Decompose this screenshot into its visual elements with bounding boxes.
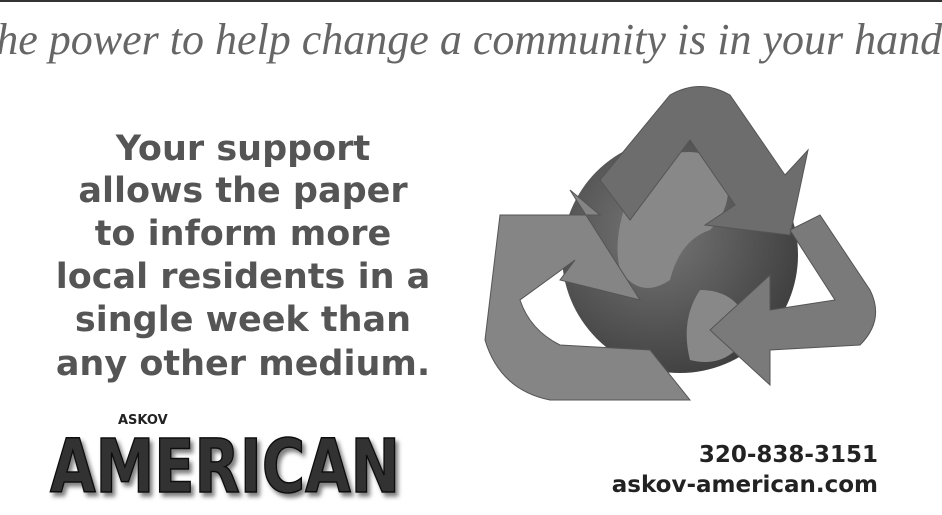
body-line: allows the paper [78,171,408,211]
body-line: Your support [115,129,370,169]
body-line: single week than [75,300,411,340]
arrow [599,86,809,236]
body-line: to inform more [95,214,392,254]
arrow [484,189,692,401]
headline: The power to help change a community is … [0,15,942,64]
website: askov-american.com [612,472,878,498]
logo-name: AMERICAN [50,424,400,510]
body-line: local residents in a [56,257,431,297]
recycle-graphic [484,86,877,401]
body-text: Your support allows the paper to inform … [56,129,431,384]
body-line: any other medium. [56,344,430,384]
phone: 320-838-3151 [699,442,878,468]
arrow [709,214,877,387]
logo-small: ASKOV [118,413,168,428]
